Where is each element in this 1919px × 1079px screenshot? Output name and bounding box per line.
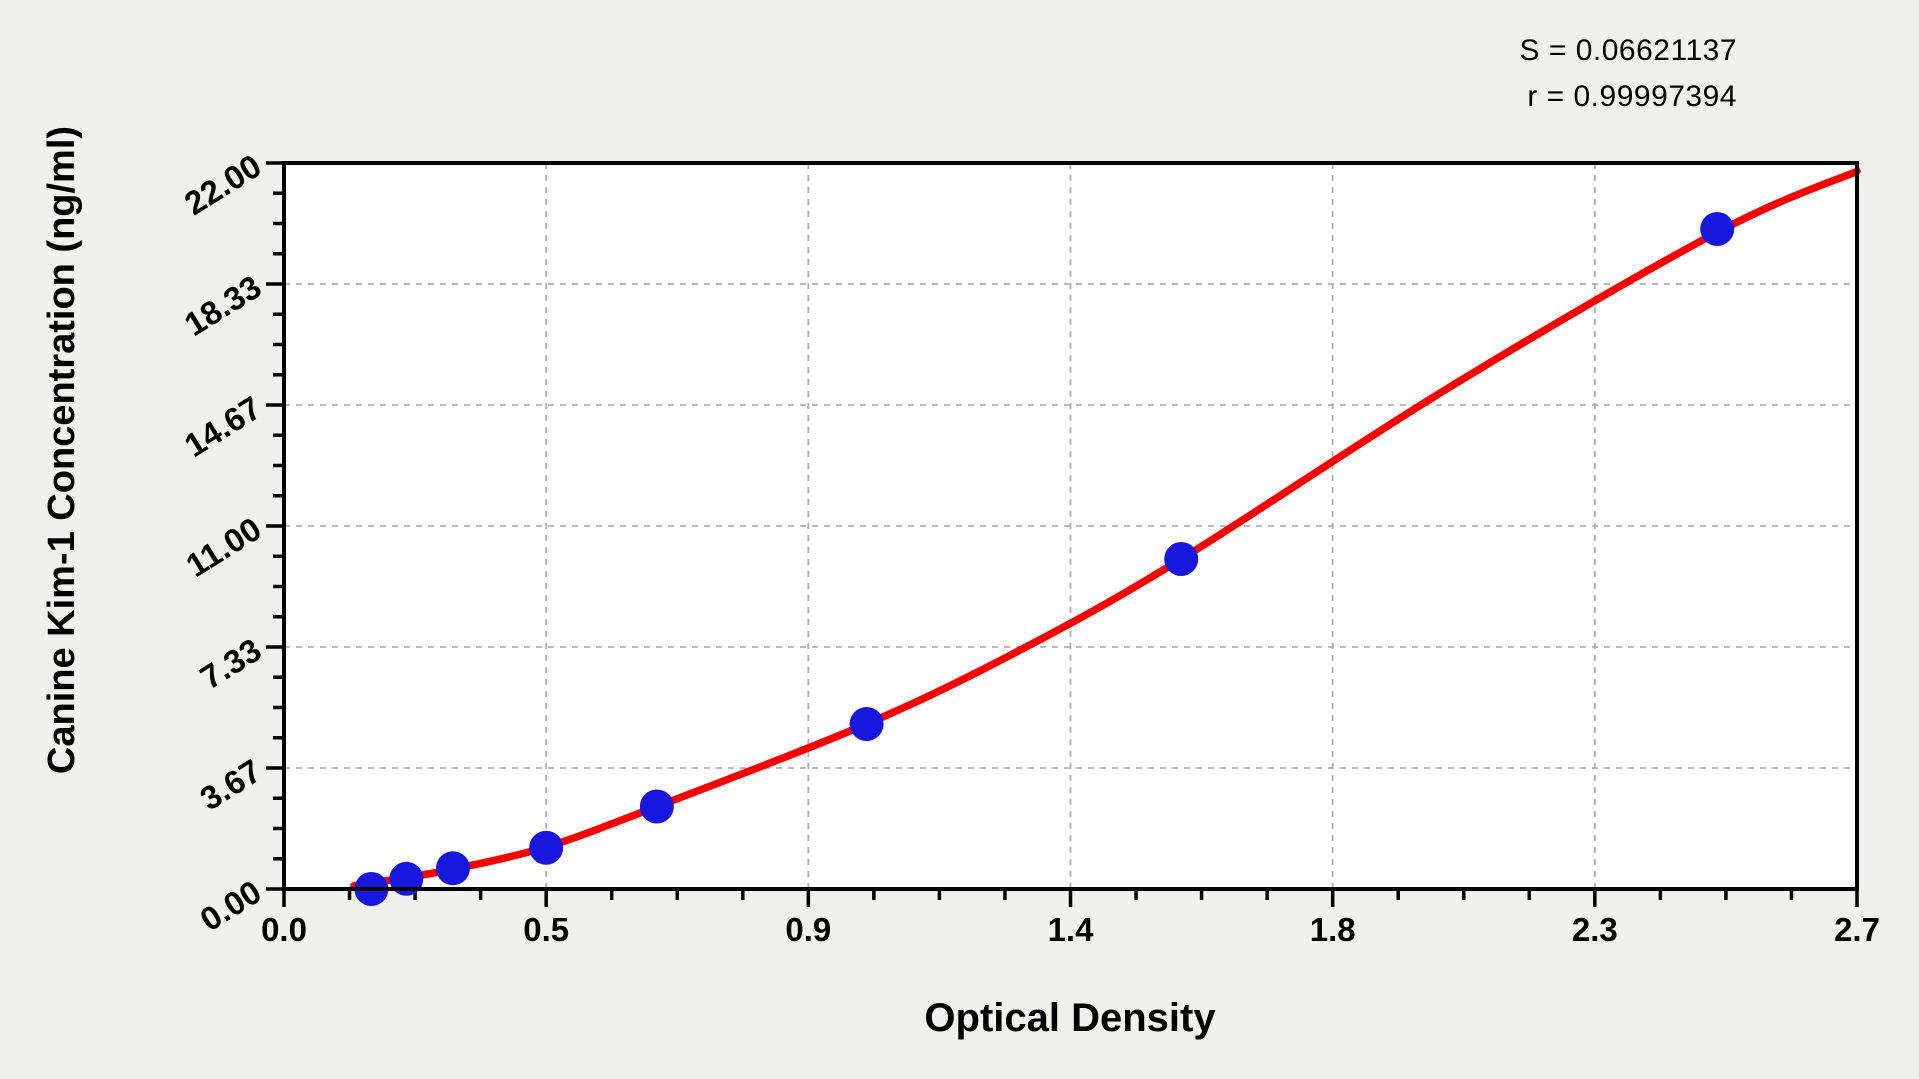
data-point [1164, 542, 1199, 576]
data-point [435, 851, 470, 886]
plot-border [282, 161, 1859, 891]
y-tick-label: 14.67 [177, 388, 268, 465]
x-tick-label: 1.8 [1309, 911, 1356, 948]
x-tick-label: 0.9 [785, 911, 832, 948]
data-point [529, 830, 564, 865]
y-tick-label: 3.67 [193, 751, 268, 818]
y-tick-label: 7.33 [193, 630, 268, 697]
data-point [1700, 212, 1735, 246]
fit-curve [350, 167, 1861, 890]
stat-standard-error: S = 0.06621137 [1519, 34, 1737, 67]
x-tick-label: 0.0 [261, 911, 307, 948]
y-tick-label: 18.33 [177, 267, 268, 344]
x-tick-label: 2.7 [1834, 911, 1880, 948]
x-tick-label: 1.4 [1047, 911, 1094, 948]
x-axis-title: Optical Density [924, 996, 1216, 1040]
x-tick-label: 2.3 [1571, 911, 1618, 948]
stat-correlation: r = 0.99997394 [1527, 80, 1737, 113]
y-tick-label: 22.00 [177, 146, 268, 223]
x-tick-label: 0.5 [523, 911, 570, 948]
y-tick-label: 11.00 [179, 509, 268, 585]
y-axis-title: Canine Kim-1 Concentration (ng/ml) [41, 125, 83, 775]
data-point [639, 789, 674, 824]
plot-area [266, 161, 1861, 907]
fit-statistics: S = 0.06621137 r = 0.99997394 [1520, 28, 1737, 120]
data-point [849, 707, 884, 741]
